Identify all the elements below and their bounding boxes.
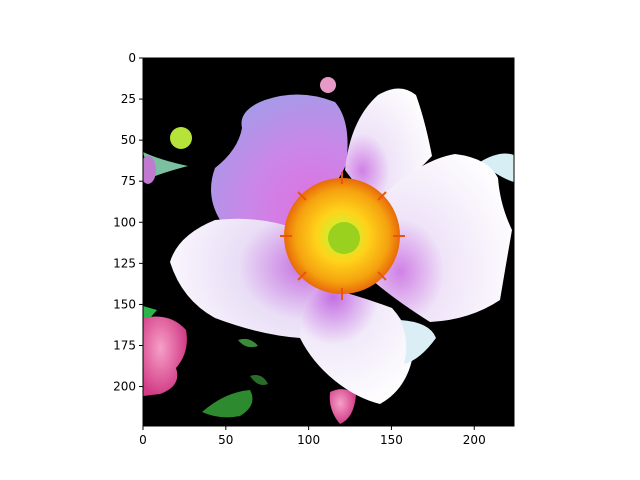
x-tick-label: 100	[297, 433, 320, 447]
axes-frame	[142, 57, 515, 427]
x-tick-label: 150	[380, 433, 403, 447]
petal-left	[170, 218, 322, 338]
y-tick-label: 125	[113, 256, 136, 270]
flower-image	[143, 58, 514, 426]
y-tick-label: 50	[121, 133, 136, 147]
y-tick-label: 175	[113, 339, 136, 353]
y-tick-label: 200	[113, 380, 136, 394]
y-tick-label: 75	[121, 174, 136, 188]
petal-right	[372, 154, 512, 322]
y-tick-label: 25	[121, 92, 136, 106]
x-tick-label: 0	[139, 433, 147, 447]
y-tick-label: 150	[113, 297, 136, 311]
y-axis: 0 25 50 75 100 125 150 175 200	[113, 51, 143, 394]
x-tick-label: 50	[218, 433, 233, 447]
y-tick-label: 0	[128, 51, 136, 65]
x-tick-label: 200	[463, 433, 486, 447]
petal-bottom	[300, 285, 412, 404]
y-tick-label: 100	[113, 215, 136, 229]
x-axis: 0 50 100 150 200	[139, 426, 486, 447]
